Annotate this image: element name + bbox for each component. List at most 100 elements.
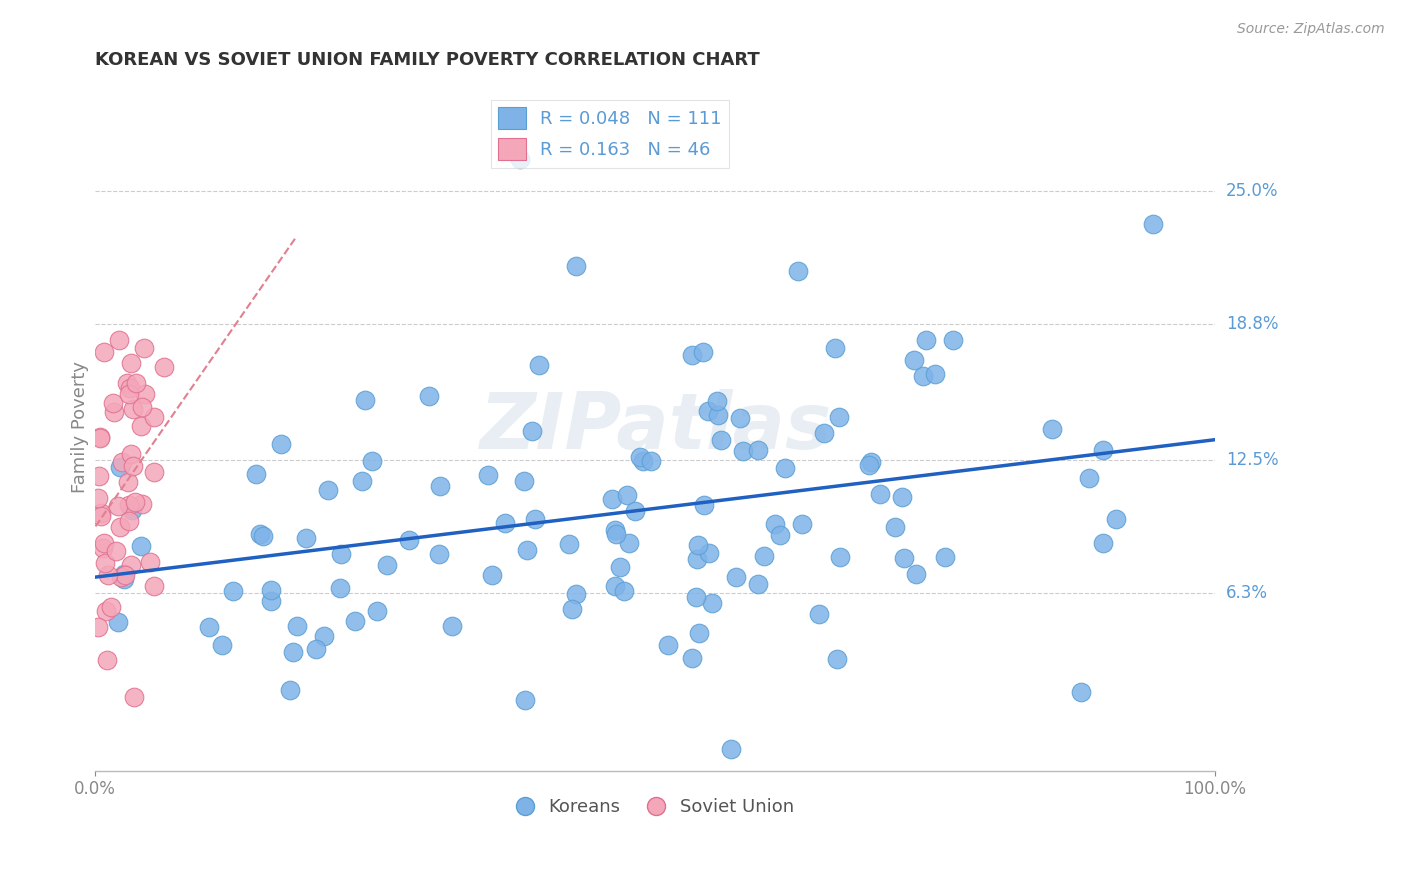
Point — [131, 497, 153, 511]
Point — [90, 506, 112, 520]
Point — [520, 425, 543, 439]
Point — [884, 520, 907, 534]
Point — [830, 550, 852, 565]
Point — [134, 387, 156, 401]
Point — [132, 341, 155, 355]
Point — [769, 528, 792, 542]
Point — [124, 495, 146, 509]
Point — [120, 447, 142, 461]
Point — [97, 567, 120, 582]
Point — [1142, 217, 1164, 231]
Point — [747, 577, 769, 591]
Point — [112, 572, 135, 586]
Point — [125, 376, 148, 391]
Point — [112, 566, 135, 581]
Point — [790, 517, 813, 532]
Text: 18.8%: 18.8% — [1226, 316, 1278, 334]
Point — [91, 541, 114, 555]
Point — [934, 549, 956, 564]
Point — [122, 459, 145, 474]
Point — [495, 516, 517, 530]
Point — [283, 645, 305, 659]
Point — [1077, 471, 1099, 485]
Point — [858, 458, 880, 473]
Point — [891, 490, 914, 504]
Point — [120, 356, 142, 370]
Point — [728, 411, 751, 425]
Point — [120, 558, 142, 572]
Point — [706, 408, 728, 422]
Point — [114, 568, 136, 582]
Point — [763, 517, 786, 532]
Point — [706, 393, 728, 408]
Point — [211, 638, 233, 652]
Point — [513, 693, 536, 707]
Point — [613, 583, 636, 598]
Point — [398, 533, 420, 548]
Point — [260, 583, 283, 598]
Point — [418, 389, 440, 403]
Point — [481, 568, 503, 582]
Point — [122, 690, 145, 704]
Point — [523, 512, 546, 526]
Point — [87, 491, 110, 505]
Point — [911, 369, 934, 384]
Legend: Koreans, Soviet Union: Koreans, Soviet Union — [509, 791, 801, 823]
Point — [129, 418, 152, 433]
Point — [628, 450, 651, 464]
Point — [942, 333, 965, 347]
Point — [108, 520, 131, 534]
Point — [702, 596, 724, 610]
Point — [305, 641, 328, 656]
Text: Source: ZipAtlas.com: Source: ZipAtlas.com — [1237, 22, 1385, 37]
Point — [280, 683, 302, 698]
Point — [96, 653, 118, 667]
Point — [725, 570, 748, 584]
Point — [808, 607, 831, 622]
Point — [697, 545, 720, 559]
Point — [893, 551, 915, 566]
Point — [142, 579, 165, 593]
Point — [138, 555, 160, 569]
Text: 12.5%: 12.5% — [1226, 450, 1278, 468]
Point — [681, 348, 703, 362]
Text: ZIPatlas: ZIPatlas — [478, 390, 831, 466]
Point — [527, 359, 550, 373]
Point — [329, 582, 352, 596]
Point — [427, 547, 450, 561]
Point — [787, 264, 810, 278]
Point — [93, 345, 115, 359]
Point — [343, 614, 366, 628]
Point — [108, 333, 131, 347]
Point — [100, 599, 122, 614]
Point — [153, 360, 176, 375]
Point — [89, 430, 111, 444]
Point — [685, 590, 707, 604]
Point — [640, 454, 662, 468]
Point — [87, 620, 110, 634]
Point — [605, 524, 627, 538]
Point — [353, 392, 375, 407]
Point — [93, 535, 115, 549]
Point — [915, 333, 938, 347]
Point — [89, 431, 111, 445]
Point — [1091, 442, 1114, 457]
Point — [260, 594, 283, 608]
Point — [252, 529, 274, 543]
Point — [375, 558, 398, 573]
Point — [657, 638, 679, 652]
Point — [110, 570, 132, 584]
Point — [697, 404, 720, 418]
Point — [688, 625, 710, 640]
Point — [558, 536, 581, 550]
Y-axis label: Family Poverty: Family Poverty — [72, 361, 89, 493]
Point — [693, 498, 716, 512]
Point — [747, 442, 769, 457]
Point — [813, 426, 835, 441]
Point — [773, 460, 796, 475]
Point — [1070, 685, 1092, 699]
Point — [117, 475, 139, 489]
Point — [118, 499, 141, 513]
Point — [285, 619, 308, 633]
Point — [104, 544, 127, 558]
